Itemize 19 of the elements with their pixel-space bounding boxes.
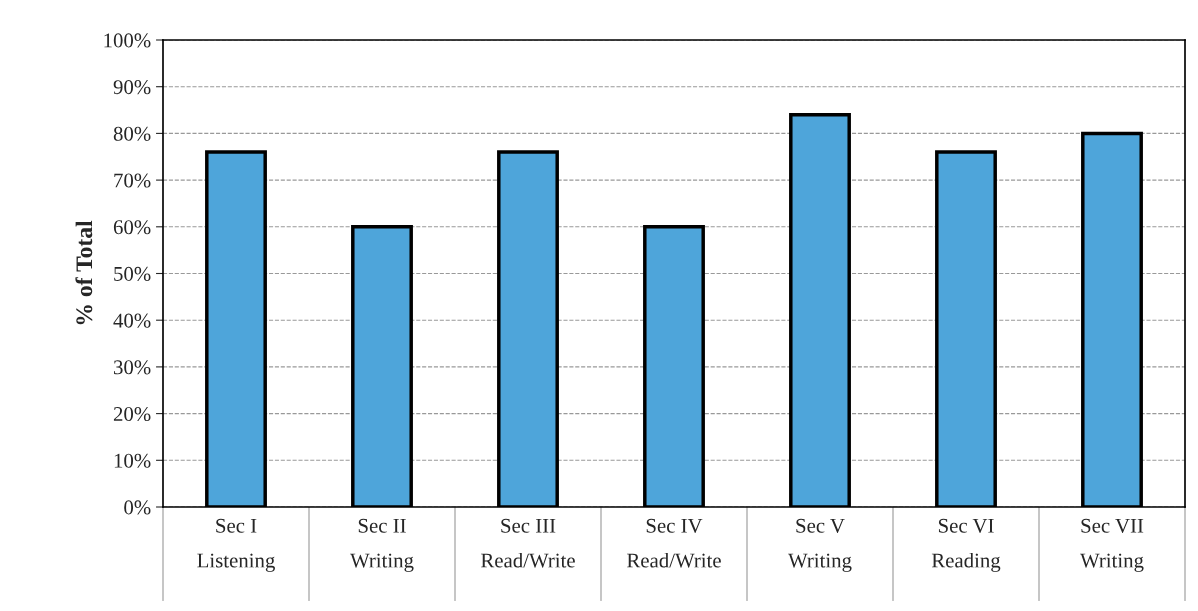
x-tick-label: Sec I Listening — [197, 518, 275, 572]
x-tick-label: Sec VI Reading — [931, 518, 1001, 572]
y-tick-label: 60% — [113, 220, 151, 235]
y-tick-label: 100% — [104, 33, 151, 48]
y-tick-label: 30% — [114, 360, 151, 375]
y-tick-label: 20% — [113, 406, 151, 422]
y-tick-label: 80% — [113, 126, 151, 141]
y-tick-label: 90% — [113, 80, 151, 95]
x-tick-label: Sec II Writing — [350, 518, 414, 572]
x-tick-label: Sec III Read/Write — [481, 518, 575, 568]
x-tick-label: Sec VII Writing — [1080, 518, 1144, 572]
y-tick-label: 70% — [114, 173, 151, 188]
x-tick-label: Sec IV Read/Write — [627, 518, 721, 568]
y-tick-label: 50% — [114, 266, 151, 281]
y-axis-title: % of Total — [75, 220, 93, 325]
x-tick-label: Sec V Writing — [788, 518, 852, 572]
y-tick-label: 40% — [113, 313, 151, 328]
y-tick-label: 10% — [114, 453, 151, 468]
y-tick-label: 0% — [124, 500, 151, 515]
